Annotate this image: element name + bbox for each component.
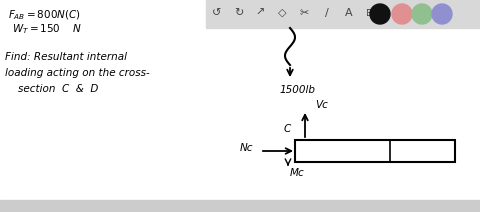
Text: ↗: ↗ [256, 8, 265, 18]
Circle shape [432, 4, 452, 24]
Text: section  C  &  D: section C & D [18, 84, 98, 94]
Text: ⊞: ⊞ [366, 8, 375, 18]
Bar [206, 0, 480, 28]
Text: loading acting on the cross-: loading acting on the cross- [5, 68, 150, 78]
Text: C: C [284, 124, 291, 134]
Text: Find: Resultant internal: Find: Resultant internal [5, 52, 127, 62]
Bar [295, 140, 455, 162]
Text: /: / [324, 8, 328, 18]
Text: ↺: ↺ [212, 8, 221, 18]
Text: Vc: Vc [315, 100, 328, 110]
Bar [0, 200, 480, 212]
Text: $W_T = 150$    N: $W_T = 150$ N [12, 22, 82, 36]
Circle shape [412, 4, 432, 24]
Text: 1500lb: 1500lb [280, 85, 316, 95]
Text: A: A [345, 8, 352, 18]
Text: Mc: Mc [290, 168, 305, 178]
Circle shape [370, 4, 390, 24]
Text: $F_{AB}=800N(C)$: $F_{AB}=800N(C)$ [8, 8, 81, 22]
Text: ◇: ◇ [278, 8, 287, 18]
Text: ✂: ✂ [300, 8, 309, 18]
Text: ↻: ↻ [234, 8, 243, 18]
Circle shape [392, 4, 412, 24]
Text: Nc: Nc [240, 143, 253, 153]
